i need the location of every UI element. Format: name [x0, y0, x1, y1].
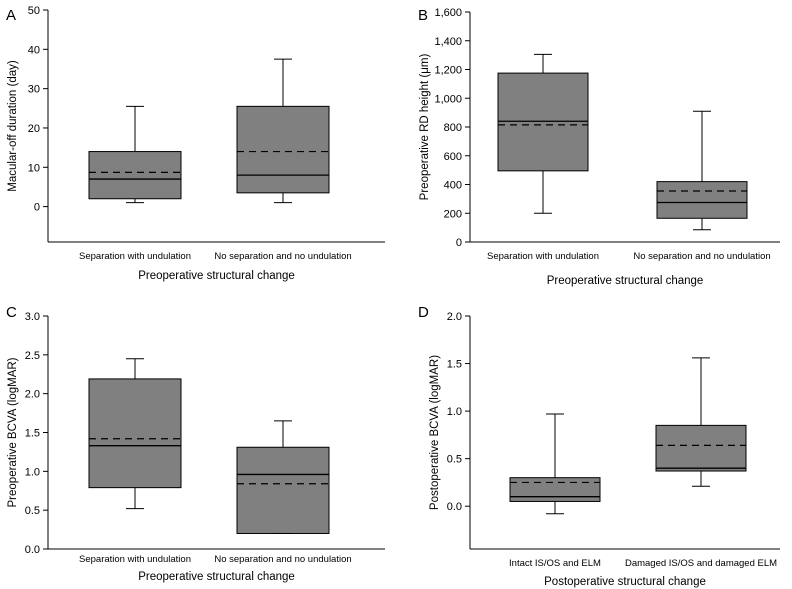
y-tick-label: 30 [28, 84, 40, 96]
box-plot [655, 357, 747, 487]
box-iqr [88, 151, 182, 200]
panel-letter: B [418, 7, 428, 24]
y-tick-label: 2.5 [25, 350, 40, 362]
y-tick-label: 1,400 [434, 36, 462, 48]
y-axis-title: Preoperative RD height (μm) [419, 54, 431, 201]
box-iqr [656, 181, 748, 219]
y-tick-label: 1.5 [25, 428, 40, 440]
x-axis-title: Preoperative structural change [547, 275, 704, 287]
y-tick-label: 50 [28, 5, 40, 17]
panel-letter: A [6, 7, 16, 24]
category-label: Separation with undulation [79, 251, 191, 262]
panel-c: C 0.0 0.5 1.0 1.5 2.0 2.5 3.0 Preoperative BCVA … [6, 304, 385, 583]
box-iqr [236, 105, 330, 194]
box-iqr [236, 446, 330, 534]
y-axis-title: Preoperative BCVA (logMAR) [7, 357, 19, 507]
y-tick-label: 1,600 [434, 7, 462, 19]
category-label: No separation and no undulation [214, 554, 351, 565]
panel-d: D 0.0 0.5 1.0 1.5 2.0 Postoperative BCVA (logM… [418, 304, 780, 588]
y-tick-label: 1.0 [25, 466, 40, 478]
category-label: No separation and no undulation [214, 251, 351, 262]
y-tick-label: 0.0 [447, 501, 462, 513]
y-axis-title: Macular-off duration (day) [7, 60, 19, 192]
panel-a: A 0 10 20 30 40 50 Macular-off duration (day) Se… [6, 5, 385, 282]
y-tick-label: 0 [34, 202, 40, 214]
y-tick-label: 40 [28, 44, 40, 56]
box-plot [88, 358, 182, 510]
category-label: Damaged IS/OS and damaged ELM [625, 558, 777, 569]
category-label: Separation with undulation [487, 251, 599, 262]
category-label: Intact IS/OS and ELM [509, 558, 601, 569]
box-iqr [497, 72, 589, 172]
category-label: Separation with undulation [79, 554, 191, 565]
box-plot [497, 53, 589, 214]
y-tick-label: 20 [28, 123, 40, 135]
y-tick-label: 2.0 [447, 311, 462, 323]
y-tick-label: 3.0 [25, 311, 40, 323]
box-iqr [655, 424, 747, 472]
y-tick-label: 1,200 [434, 65, 462, 77]
box-plot [236, 420, 330, 534]
panel-b: B 0 200 400 600 800 1,000 1,200 1,400 1,600 Preope… [418, 7, 780, 287]
x-axis-title: Preoperative structural change [138, 270, 295, 282]
y-tick-label: 1.0 [447, 406, 462, 418]
y-tick-label: 0.5 [447, 454, 462, 466]
box-plot [656, 110, 748, 231]
y-tick-label: 200 [444, 208, 462, 220]
panel-letter: D [418, 304, 429, 321]
y-tick-label: 2.0 [25, 389, 40, 401]
panel-letter: C [6, 304, 17, 321]
y-tick-label: 800 [444, 122, 462, 134]
y-tick-label: 0.5 [25, 505, 40, 517]
y-tick-label: 1,000 [434, 93, 462, 105]
x-axis-title: Preoperative structural change [138, 571, 295, 583]
category-label: No separation and no undulation [633, 251, 770, 262]
y-tick-label: 1.5 [447, 359, 462, 371]
box-iqr [88, 378, 182, 489]
y-tick-label: 0.0 [25, 544, 40, 556]
box-plot [509, 413, 601, 515]
y-tick-label: 0 [456, 237, 462, 249]
y-axis-title: Postoperative BCVA (logMAR) [429, 355, 441, 510]
box-plot [88, 105, 182, 204]
x-axis-title: Postoperative structural change [544, 576, 706, 588]
y-tick-label: 400 [444, 180, 462, 192]
y-tick-label: 600 [444, 151, 462, 163]
box-plot [236, 58, 330, 204]
box-iqr [509, 477, 601, 502]
y-tick-label: 10 [28, 162, 40, 174]
